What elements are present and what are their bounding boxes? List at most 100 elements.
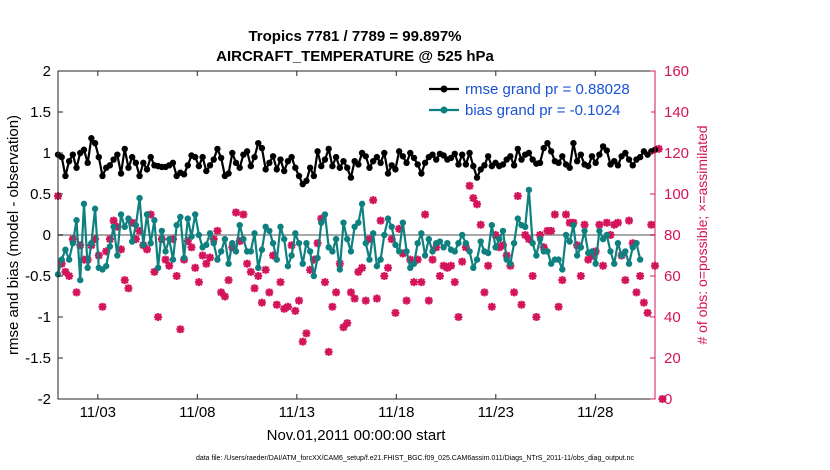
- x-tick-label: 11/08: [179, 404, 215, 421]
- rmse-point: [440, 152, 447, 159]
- rmse-point: [473, 174, 481, 181]
- rmse-point: [84, 159, 91, 167]
- bias-point: [577, 244, 585, 251]
- rmse-point: [507, 153, 514, 160]
- rmse-point: [381, 149, 388, 157]
- obs-marker: [265, 288, 274, 297]
- bias-point: [510, 240, 518, 247]
- rmse-point: [622, 149, 629, 157]
- y2-axis-label: # of obs: o=possible; ×=assimilated: [694, 125, 710, 344]
- rmse-point: [191, 153, 199, 161]
- rmse-point: [318, 162, 325, 170]
- bias-point: [318, 219, 325, 226]
- rmse-point: [143, 166, 151, 173]
- bias-point: [88, 240, 95, 247]
- bias-point: [184, 215, 191, 222]
- obs-marker: [387, 235, 396, 244]
- rmse-point: [414, 161, 421, 168]
- y-tick-label: -1.5: [25, 350, 51, 367]
- y2-tick-label: 160: [664, 63, 689, 80]
- bias-point: [203, 241, 210, 249]
- bias-point: [588, 248, 596, 255]
- obs-marker: [658, 395, 667, 403]
- rmse-point: [180, 171, 188, 178]
- bias-point: [232, 248, 240, 255]
- rmse-point: [295, 172, 303, 180]
- bias-point: [147, 240, 154, 247]
- rmse-point: [217, 154, 225, 162]
- obs-marker: [484, 261, 493, 270]
- bias-point: [229, 240, 236, 247]
- bias-point: [65, 256, 73, 263]
- bias-point: [91, 205, 99, 212]
- bias-point: [544, 248, 551, 255]
- bias-point: [110, 223, 117, 230]
- obs-marker: [235, 237, 244, 246]
- rmse-point: [184, 162, 191, 169]
- obs-marker: [632, 288, 641, 297]
- bias-point: [132, 221, 140, 229]
- bias-point: [277, 223, 284, 230]
- obs-marker: [643, 308, 652, 317]
- bias-point: [180, 254, 188, 262]
- bias-point: [625, 260, 633, 267]
- rmse-point: [210, 156, 217, 163]
- bias-point: [269, 240, 277, 247]
- bias-point: [258, 246, 266, 253]
- obs-marker: [287, 241, 296, 250]
- obs-marker: [194, 278, 203, 287]
- obs-marker: [628, 239, 637, 248]
- rmse-point: [559, 153, 566, 160]
- obs-marker: [261, 265, 270, 274]
- bias-point: [154, 264, 162, 271]
- rmse-point: [377, 159, 384, 167]
- obs-marker: [384, 263, 393, 272]
- rmse-point: [306, 164, 314, 171]
- bias-point: [121, 223, 128, 230]
- obs-marker: [510, 288, 519, 297]
- rmse-point: [355, 161, 362, 168]
- bias-point: [247, 248, 255, 255]
- bias-point: [525, 186, 533, 194]
- obs-marker: [302, 329, 311, 338]
- rmse-point: [262, 166, 269, 173]
- bias-point: [288, 252, 295, 259]
- obs-marker: [365, 235, 374, 244]
- bias-point: [425, 235, 433, 243]
- rmse-point: [388, 162, 395, 169]
- obs-marker: [584, 255, 593, 264]
- rmse-point: [403, 159, 410, 167]
- bias-point: [191, 211, 199, 218]
- bias-point: [507, 260, 514, 267]
- obs-marker: [117, 245, 126, 254]
- rmse-point: [566, 164, 573, 171]
- obs-marker: [76, 241, 85, 250]
- bias-point: [536, 235, 544, 243]
- rmse-point: [214, 145, 221, 153]
- obs-marker: [350, 294, 359, 303]
- obs-marker: [150, 267, 159, 276]
- rmse-point: [332, 153, 340, 161]
- x-tick-label: 11/18: [378, 404, 414, 421]
- bias-point: [451, 248, 458, 255]
- rmse-point: [433, 156, 440, 163]
- obs-marker: [558, 276, 567, 285]
- bias-point: [570, 221, 577, 229]
- bias-point: [440, 244, 447, 251]
- rmse-point: [195, 162, 203, 170]
- bias-point: [125, 215, 132, 222]
- obs-marker: [250, 284, 259, 293]
- rmse-point: [310, 172, 318, 180]
- bias-point: [418, 230, 425, 237]
- bias-point: [58, 256, 65, 263]
- bias-point: [373, 262, 381, 270]
- y2-tick-label: 80: [664, 227, 681, 244]
- obs-marker: [591, 247, 600, 256]
- bias-point: [355, 219, 362, 226]
- x-axis-ticks: 11/03 11/08 11/13 11/18 11/23 11/28: [80, 71, 614, 421]
- obs-marker: [254, 272, 263, 280]
- rmse-point: [592, 159, 599, 167]
- bias-point: [351, 223, 358, 230]
- obs-marker: [539, 243, 548, 252]
- obs-marker: [398, 249, 407, 258]
